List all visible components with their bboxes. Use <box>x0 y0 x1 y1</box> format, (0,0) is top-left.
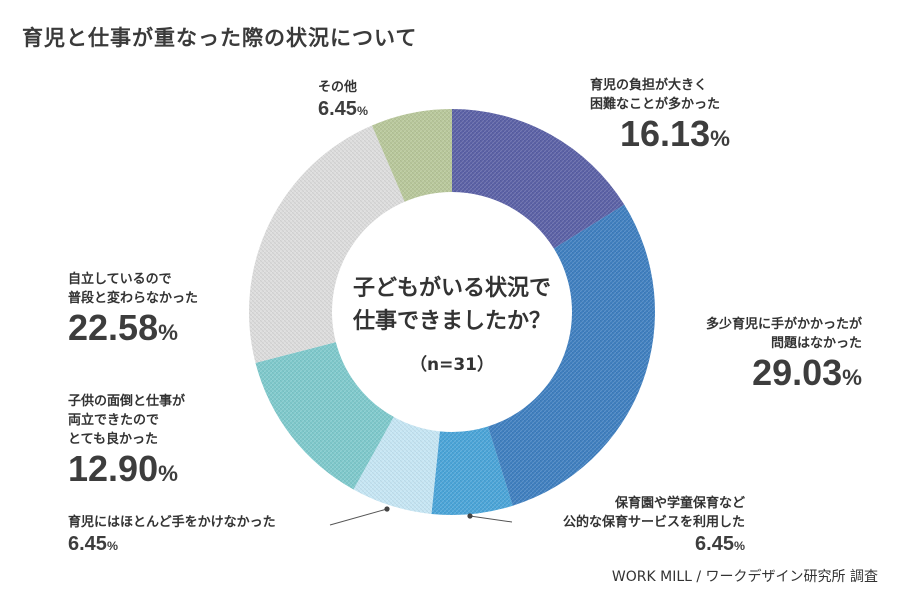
slice-label-text: 両立できたので <box>68 413 160 428</box>
donut-slice-texture-1 <box>487 204 655 506</box>
slice-percent: 29.03% <box>752 352 862 393</box>
slice-label-independent: 自立しているので 普段と変わらなかった 22.58% <box>68 270 198 353</box>
slice-label-text: 問題はなかった <box>770 336 862 351</box>
donut-slice-texture-2 <box>431 426 513 515</box>
source-credit: WORK MILL / ワークデザイン研究所 調査 <box>611 569 878 585</box>
slice-percent: 6.45% <box>695 533 745 555</box>
center-question-line2: 仕事できましたか？ <box>352 309 551 334</box>
slice-label-text: 育児の負担が大きく <box>590 78 708 93</box>
donut-slice-texture-5 <box>248 125 405 363</box>
slice-label-little-effort: 育児にはほとんど手をかけなかった 6.45% <box>68 513 276 558</box>
donut-slice-texture-3 <box>353 416 440 514</box>
slice-percent: 16.13% <box>620 113 730 154</box>
slice-percent: 6.45% <box>318 98 368 120</box>
slice-label-burden-large: 育児の負担が大きく 困難なことが多かった 16.13% <box>590 76 730 159</box>
slice-label-text: 普段と変わらなかった <box>68 291 199 306</box>
sample-size: （n=31） <box>409 355 494 375</box>
slice-label-text: 子供の面倒と仕事が <box>68 394 186 409</box>
donut-slice-texture-4 <box>255 342 394 490</box>
leader-line-little-effort-dot <box>384 506 390 512</box>
slice-label-public-childcare: 保育園や学童保育など 公的な保育サービスを利用した 6.45% <box>500 494 745 558</box>
donut-slice-texture-6 <box>371 109 452 202</box>
slice-label-text: 公的な保育サービスを利用した <box>562 515 745 530</box>
leader-line-public-childcare <box>469 515 513 523</box>
slice-percent: 6.45% <box>68 533 118 555</box>
slice-percent: 12.90% <box>68 448 178 489</box>
chart-title: 育児と仕事が重なった際の状況について <box>22 26 418 50</box>
slice-label-text: その他 <box>318 80 358 95</box>
leader-line-little-effort <box>329 508 388 526</box>
slice-label-other: その他 6.45% <box>318 78 368 123</box>
slice-label-text: とても良かった <box>68 432 158 447</box>
slice-label-text: 困難なことが多かった <box>590 97 721 112</box>
slice-label-text: 育児にはほとんど手をかけなかった <box>68 515 276 530</box>
slice-label-text: 自立しているので <box>68 272 172 287</box>
slice-label-balanced: 子供の面倒と仕事が 両立できたので とても良かった 12.90% <box>68 392 185 494</box>
slice-label-text: 多少育児に手がかかったが <box>705 317 862 332</box>
leader-line-public-childcare-dot <box>467 513 473 519</box>
slice-percent: 22.58% <box>68 307 178 348</box>
donut-slice-texture-0 <box>452 109 625 249</box>
slice-label-text: 保育園や学童保育など <box>614 496 745 511</box>
center-question: 子どもがいる状況で 仕事できましたか？ <box>332 272 572 338</box>
slice-label-some-effort: 多少育児に手がかかったが 問題はなかった 29.03% <box>590 315 862 398</box>
center-question-line1: 子どもがいる状況で <box>352 276 551 301</box>
